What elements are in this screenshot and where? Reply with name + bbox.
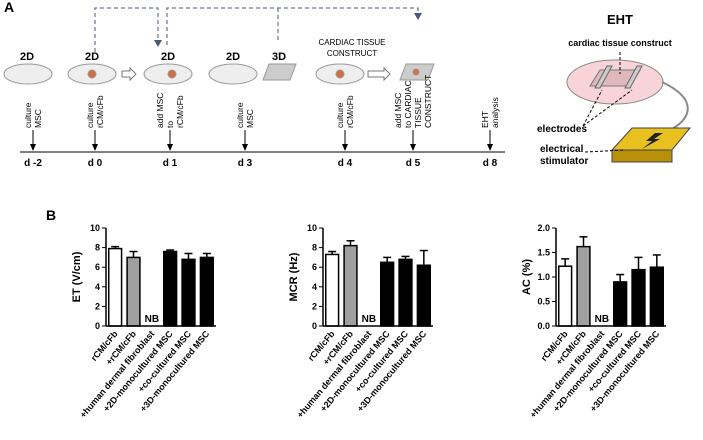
y-tick-label: 0.0: [537, 321, 550, 331]
step-label: culture: [23, 102, 33, 128]
bar: [181, 258, 196, 327]
y-tick-label: 6: [95, 262, 100, 272]
step-label: MSC: [33, 109, 43, 128]
stimulator: stimulator: [540, 156, 588, 167]
dashed-arrows: [94, 7, 419, 52]
bar: [558, 265, 573, 327]
arrow-head: [410, 144, 416, 151]
step-label: EHT: [480, 111, 490, 128]
bar: [649, 266, 665, 327]
bar: [325, 253, 340, 327]
bar: [343, 244, 358, 327]
day-label: d 5: [406, 158, 421, 169]
y-axis-title: ET (V/cm): [71, 251, 83, 302]
bar: [576, 245, 591, 327]
construct-label: CONSTRUCT: [327, 49, 377, 58]
dishes: [3, 63, 435, 85]
annotation: NB: [362, 314, 376, 325]
y-tick-label: 1.0: [537, 272, 550, 282]
bar: [163, 250, 178, 327]
y-tick-label: 2: [95, 301, 100, 311]
panel-label: B: [46, 207, 56, 223]
eht-construct: cardiac tissue construct: [568, 38, 672, 48]
stage: 2D: [20, 51, 34, 63]
bar: [199, 256, 215, 327]
eht-drawing: [566, 52, 692, 163]
arrow-head: [167, 144, 173, 151]
step-label: to: [165, 121, 175, 128]
y-tick-label: 10: [307, 223, 317, 233]
electrodes: electrodes: [537, 124, 587, 135]
arrow-heads: [154, 13, 422, 47]
arrow-head: [30, 144, 36, 151]
y-tick-label: 1.5: [537, 248, 550, 258]
y-tick-label: 8: [312, 243, 317, 253]
process-arrows: [121, 66, 391, 82]
stage: 2D: [85, 51, 99, 63]
arrow-head: [92, 144, 98, 151]
step-label: culture: [85, 102, 95, 128]
bar: [108, 247, 123, 327]
step-label: rCM/cFb: [175, 95, 185, 128]
bar: [126, 256, 141, 327]
step-label: CONSTRUCT: [423, 75, 433, 128]
day-label: d -2: [24, 158, 42, 169]
step-label: MSC: [245, 109, 255, 128]
step-label: add MSC: [393, 93, 403, 128]
bar: [613, 281, 628, 327]
step-label: TISSUE: [413, 97, 423, 128]
y-tick-label: 2: [312, 301, 317, 311]
y-tick-label: 4: [312, 282, 317, 292]
step-label: rCM/cFb: [95, 95, 105, 128]
stage: 3D: [272, 51, 286, 63]
bar: [631, 268, 646, 327]
panel-label: A: [4, 0, 14, 15]
bar: [398, 258, 413, 327]
y-axis-title: AC (%): [521, 259, 533, 295]
y-tick-label: 2.0: [537, 223, 550, 233]
step-label: culture: [335, 102, 345, 128]
day-label: d 4: [338, 158, 353, 169]
y-tick-label: 8: [95, 243, 100, 253]
step-label: to CARDIAC: [403, 80, 413, 128]
day-label: d 0: [88, 158, 103, 169]
y-tick-label: 4: [95, 282, 100, 292]
arrow-head: [487, 144, 493, 151]
stimulator: electrical: [540, 144, 584, 155]
y-tick-label: 10: [90, 223, 100, 233]
arrow-head: [342, 144, 348, 151]
step-label: analysis: [490, 97, 500, 128]
bar: [416, 264, 431, 327]
y-tick-label: 0: [312, 321, 317, 331]
stage: 2D: [161, 51, 175, 63]
annotation: NB: [595, 314, 609, 325]
construct-label: CARDIAC TISSUE: [319, 38, 386, 47]
stage: 2D: [226, 51, 240, 63]
day-label: d 3: [238, 158, 253, 169]
y-tick-label: 6: [312, 262, 317, 272]
bar: [380, 261, 395, 327]
step-label: culture: [235, 102, 245, 128]
step-label: rCM/cFb: [345, 95, 355, 128]
annotation: NB: [145, 314, 159, 325]
step-label: add MSC: [155, 93, 165, 128]
y-tick-label: 0.5: [537, 297, 550, 307]
arrow-head: [242, 144, 248, 151]
day-label: d 8: [483, 158, 498, 169]
y-tick-label: 0: [95, 321, 100, 331]
day-label: d 1: [163, 158, 178, 169]
eht-title: EHT: [607, 12, 633, 27]
y-axis-title: MCR (Hz): [288, 252, 300, 301]
